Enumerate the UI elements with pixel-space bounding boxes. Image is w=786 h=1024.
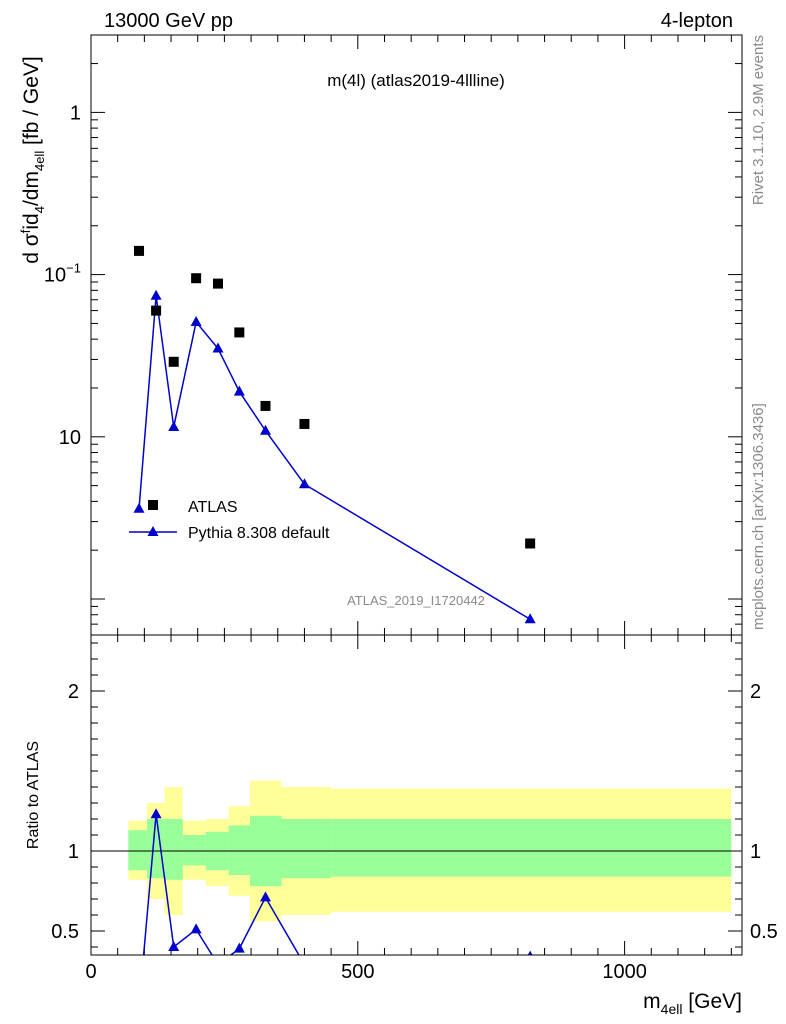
ratio-mc-point (527, 950, 533, 955)
mc-series-line (138, 295, 531, 620)
mc-point (150, 289, 162, 300)
mc-point (233, 385, 245, 396)
mc-point (133, 502, 145, 513)
uncertainty-band-green (281, 819, 332, 879)
ratio-mc-point (150, 808, 162, 819)
legend-mc-marker (147, 526, 159, 536)
y-tick-label: 10−1 (44, 261, 81, 287)
x-tick-label: 1000 (602, 961, 647, 983)
atlas-data-point (525, 538, 536, 549)
y-axis-label: d σfid4/dm4ell [fb / GeV] (18, 56, 47, 264)
mc-point (298, 478, 310, 489)
ratio-mc-point (190, 923, 202, 934)
ratio-y-tick-label: 0.5 (51, 921, 79, 943)
rivet-label: Rivet 3.1.10, 2.9M events (750, 35, 767, 205)
top-frame (90, 34, 743, 636)
ratio-y-tick-label: 1 (68, 841, 79, 863)
ratio-y-tick-label: 2 (68, 681, 79, 703)
mc-point (524, 613, 536, 624)
ratio-panel: 0.5 0.5 1 1 2 2 Ratio to ATLAS 0 500 1000 m4ell… (25, 634, 778, 1017)
ratio-y-tick-label-right: 2 (750, 681, 761, 703)
mcplots-label: mcplots.cern.ch [arXiv:1306.3436] (750, 403, 767, 630)
uncertainty-band-green (228, 825, 251, 875)
ratio-mc-point (212, 959, 223, 969)
mc-point (259, 424, 271, 435)
ratio-mc-point (134, 1001, 145, 1011)
ratio-frame (90, 634, 743, 956)
atlas-data-point (234, 327, 245, 338)
uncertainty-band-green (164, 819, 183, 880)
uncertainty-band-green (331, 819, 732, 877)
ratio-mc-line (142, 814, 300, 955)
y-tick-label: 10 (59, 427, 81, 449)
ratio-y-tick-label-right: 1 (750, 841, 761, 863)
top-panel: 1 10−1 10 m(4l) (atlas2019-4llline) ATLAS_… (18, 34, 743, 636)
ratio-mc-point (168, 941, 180, 951)
ratio-mc-point (233, 942, 245, 953)
atlas-data-point (212, 278, 223, 289)
uncertainty-band-green (128, 830, 148, 871)
mc-point (190, 316, 202, 327)
x-tick-label: 0 (85, 961, 96, 983)
analysis-watermark: ATLAS_2019_I1720442 (347, 593, 485, 608)
uncertainty-band-green (147, 819, 165, 879)
legend-mc-label: Pythia 8.308 default (188, 525, 330, 542)
mc-point (212, 342, 224, 353)
process-label: 4-lepton (661, 10, 733, 32)
mc-point (168, 420, 180, 431)
legend-atlas-marker (148, 500, 158, 510)
ratio-mc-point (259, 891, 271, 902)
atlas-data-point (260, 400, 271, 411)
atlas-data-point (134, 245, 145, 256)
atlas-data-point (151, 305, 162, 316)
atlas-data-point (168, 356, 179, 367)
y-tick-label: 1 (70, 102, 81, 124)
ratio-y-axis-label: Ratio to ATLAS (25, 741, 42, 849)
ratio-mc-point (299, 959, 310, 969)
atlas-data-point (191, 273, 202, 284)
ratio-y-tick-label-right: 0.5 (750, 921, 778, 943)
energy-label: 13000 GeV pp (104, 10, 233, 32)
legend: ATLAS Pythia 8.308 default (129, 499, 330, 542)
legend-atlas-label: ATLAS (188, 499, 238, 516)
atlas-data-point (299, 418, 310, 429)
uncertainty-band-green (182, 835, 206, 866)
histogram-title: m(4l) (atlas2019-4llline) (327, 71, 505, 90)
x-tick-label: 500 (341, 961, 374, 983)
x-axis-label: m4ell [GeV] (643, 990, 742, 1017)
